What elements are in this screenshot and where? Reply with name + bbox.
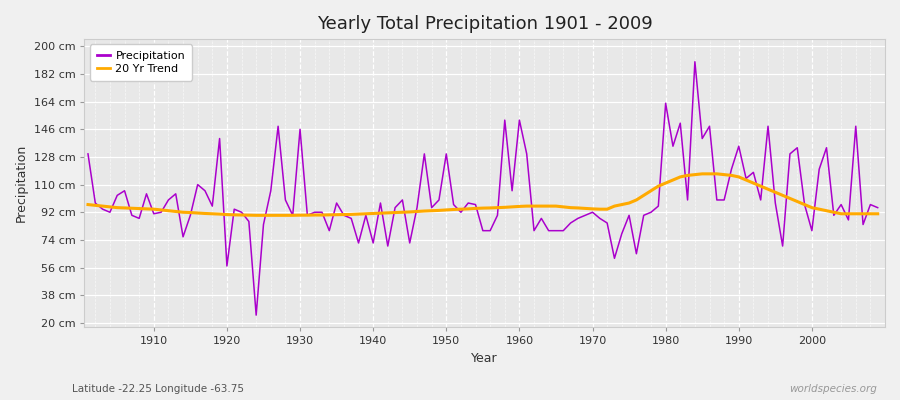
Precipitation	[141, 192, 152, 196]
Precipitation	[310, 210, 320, 215]
Precipitation	[353, 240, 364, 245]
Precipitation	[872, 205, 883, 210]
20 Yr Trend	[872, 211, 883, 216]
Precipitation	[521, 152, 532, 156]
Precipitation	[689, 59, 700, 64]
X-axis label: Year: Year	[472, 352, 498, 365]
Precipitation	[251, 313, 262, 318]
Y-axis label: Precipitation: Precipitation	[15, 144, 28, 222]
Text: Latitude -22.25 Longitude -63.75: Latitude -22.25 Longitude -63.75	[72, 384, 244, 394]
Precipitation	[514, 118, 525, 122]
20 Yr Trend	[83, 202, 94, 207]
Text: worldspecies.org: worldspecies.org	[789, 384, 877, 394]
20 Yr Trend	[521, 204, 532, 208]
20 Yr Trend	[514, 204, 525, 209]
20 Yr Trend	[697, 172, 707, 176]
20 Yr Trend	[353, 212, 364, 216]
20 Yr Trend	[141, 206, 152, 211]
Line: Precipitation: Precipitation	[88, 62, 878, 315]
20 Yr Trend	[251, 213, 262, 218]
Precipitation	[609, 256, 620, 261]
20 Yr Trend	[609, 204, 620, 208]
Line: 20 Yr Trend: 20 Yr Trend	[88, 174, 878, 215]
Legend: Precipitation, 20 Yr Trend: Precipitation, 20 Yr Trend	[90, 44, 192, 81]
20 Yr Trend	[310, 213, 320, 218]
Precipitation	[83, 152, 94, 156]
Title: Yearly Total Precipitation 1901 - 2009: Yearly Total Precipitation 1901 - 2009	[317, 15, 652, 33]
